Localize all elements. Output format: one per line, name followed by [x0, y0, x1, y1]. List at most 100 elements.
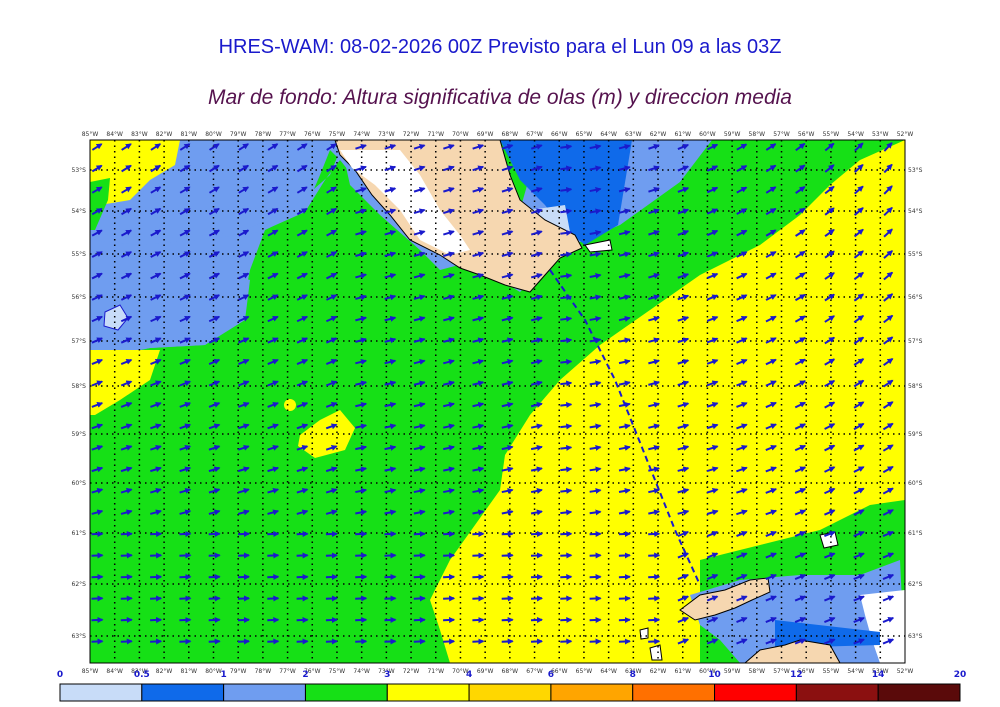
colorbar: 0 0.5 1 2 3 4 6 8 10 12 14 20 [57, 670, 966, 702]
wave-direction-arrow [267, 272, 279, 280]
wave-direction-arrow [472, 358, 485, 365]
wave-direction-arrow [765, 380, 777, 387]
wave-direction-arrow [120, 272, 133, 280]
wave-direction-arrow [794, 423, 807, 430]
longitude-tick-label: 56°W [798, 668, 815, 675]
wave-direction-arrow [765, 250, 777, 259]
wave-direction-arrow [794, 487, 807, 495]
wave-direction-arrow [208, 466, 221, 473]
map-frame [89, 139, 906, 664]
wave-direction-arrow [443, 315, 455, 322]
wave-direction-arrow [794, 531, 807, 537]
wave-direction-arrow [325, 423, 338, 430]
wave-direction-arrow [794, 336, 806, 345]
wave-direction-arrow [413, 165, 426, 172]
wave-direction-arrow [501, 401, 514, 408]
longitude-tick-label: 59°W [724, 668, 741, 675]
longitude-tick-label: 61°W [674, 668, 691, 675]
wave-direction-arrow [384, 165, 397, 172]
wave-direction-arrow [355, 487, 368, 494]
wave-direction-arrow [91, 487, 104, 494]
wave-direction-arrow [882, 509, 894, 516]
wave-direction-arrow [648, 444, 661, 451]
wave-direction-arrow [296, 207, 308, 216]
wave-direction-arrow [765, 445, 777, 451]
wave-direction-arrow [736, 638, 748, 645]
wave-direction-arrow [883, 336, 894, 345]
wave-direction-arrow [120, 229, 133, 237]
wave-direction-arrow [501, 143, 514, 150]
wave-direction-arrow [824, 574, 836, 580]
wave-direction-arrow [824, 617, 836, 623]
wave-direction-arrow [443, 444, 455, 451]
longitude-tick-label: 53°W [872, 668, 889, 675]
wave-direction-arrow [413, 186, 426, 193]
wave-direction-arrow [736, 358, 748, 366]
wave-direction-arrow [208, 207, 220, 216]
longitude-tick-label: 72°W [403, 668, 420, 675]
wave-direction-arrow [91, 380, 104, 387]
wave-direction-arrow [736, 164, 748, 173]
wave-direction-arrow [472, 272, 485, 279]
wave-direction-arrow [736, 272, 748, 280]
wave-direction-arrow [706, 337, 719, 344]
swell-patch-northwest [90, 140, 180, 205]
wave-direction-arrow [618, 186, 631, 193]
wave-direction-arrow [326, 164, 337, 173]
wave-direction-arrow [736, 509, 748, 516]
longitude-tick-label: 57°W [773, 668, 790, 675]
wave-direction-arrow [91, 358, 104, 366]
wave-direction-arrow [326, 272, 338, 280]
wave-direction-arrow [706, 595, 719, 602]
wave-direction-arrow [413, 487, 426, 494]
wave-direction-arrow [179, 251, 191, 258]
wave-direction-arrow [883, 142, 893, 152]
wave-direction-arrow [179, 487, 192, 494]
wave-direction-arrow [472, 208, 485, 215]
wave-direction-arrow [765, 272, 777, 280]
wave-direction-arrow [179, 164, 191, 173]
longitude-tick-label: 53°W [872, 131, 889, 138]
wave-direction-arrow [795, 164, 806, 173]
wave-direction-arrow [413, 444, 426, 451]
wave-direction-arrow [296, 487, 309, 494]
wave-direction-arrow [560, 380, 573, 387]
wave-direction-arrow [325, 402, 338, 408]
wave-direction-arrow [824, 185, 835, 195]
wave-direction-arrow [824, 595, 836, 602]
wave-direction-arrow [618, 229, 631, 236]
wave-direction-arrow [560, 165, 573, 172]
wave-direction-arrow [443, 380, 455, 387]
wave-direction-arrow [677, 552, 690, 559]
wave-direction-arrow [238, 272, 250, 280]
wave-direction-arrow [618, 487, 631, 494]
wave-direction-arrow [91, 143, 103, 151]
land-isla-de-los-estados [584, 239, 613, 253]
wave-direction-arrow [530, 165, 543, 172]
wave-direction-arrow [413, 294, 426, 301]
wave-direction-arrow [179, 294, 191, 301]
wave-direction-arrow [589, 423, 602, 430]
wave-direction-arrow [648, 509, 661, 516]
wave-direction-arrow [238, 380, 250, 387]
longitude-tick-label: 85°W [82, 668, 99, 675]
wave-direction-arrow [560, 315, 573, 322]
wave-direction-arrow [677, 273, 690, 279]
wave-direction-arrow [677, 466, 690, 473]
wave-direction-arrow [882, 595, 895, 602]
wave-direction-arrow [794, 358, 806, 366]
wave-direction-arrow [853, 315, 865, 323]
wave-direction-arrow [677, 315, 690, 322]
wave-direction-arrow [120, 423, 133, 430]
wave-direction-arrow [706, 208, 719, 215]
wave-direction-arrow [179, 466, 192, 473]
wave-direction-arrow [736, 574, 748, 580]
wave-direction-arrow [530, 444, 543, 451]
wave-direction-arrow [677, 208, 690, 215]
wave-direction-arrow [472, 294, 485, 301]
wave-direction-arrow [413, 423, 426, 430]
wave-direction-arrow [882, 487, 894, 495]
wave-direction-arrow [355, 380, 368, 387]
wave-direction-arrow [736, 552, 748, 559]
wave-direction-arrow [179, 509, 192, 516]
